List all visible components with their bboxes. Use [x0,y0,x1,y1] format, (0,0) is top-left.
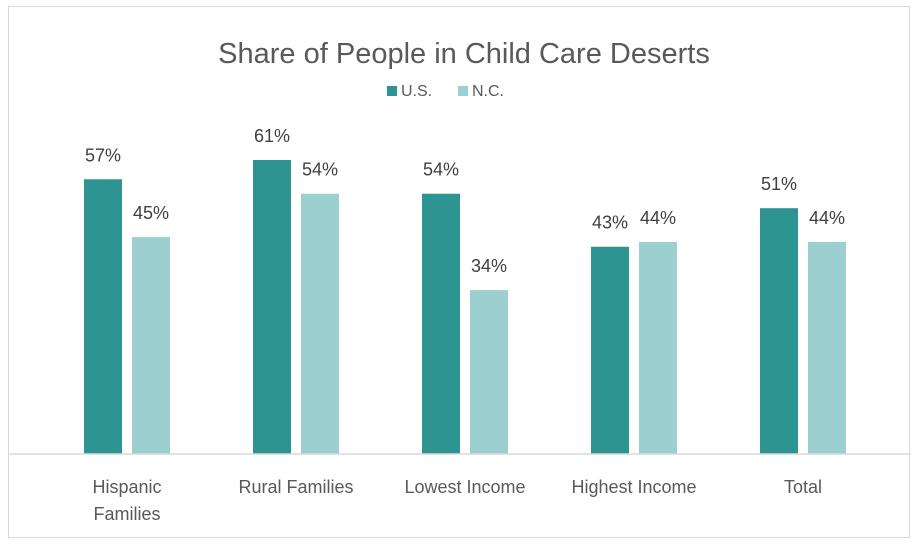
bar-3-0 [591,246,629,454]
data-label-4-1: 44% [809,208,845,228]
bar-2-0 [422,193,460,454]
bar-4-0 [760,208,798,454]
data-label-4-0: 51% [761,174,797,194]
bars-group [84,159,846,455]
bar-1-1 [301,193,339,454]
chart-title: Share of People in Child Care Deserts [218,38,710,70]
legend-swatch-1 [458,86,468,96]
data-label-3-0: 43% [592,213,628,233]
bar-chart: Share of People in Child Care Deserts U.… [9,38,911,524]
category-labels-group: Hispanic Families Rural Families Lowest Inc… [92,477,822,524]
chart-frame: Share of People in Child Care Deserts U.… [8,6,911,538]
data-label-0-0: 57% [85,145,121,165]
legend-label-1: N.C. [472,83,504,100]
legend-label-0: U.S. [401,83,432,100]
legend-swatch-0 [387,86,397,96]
data-labels-group: 57% 45% 61% 54% 54% 34% 43% 44% 51% 44% [85,126,845,276]
data-label-1-1: 54% [302,160,338,180]
category-label-2-0: Lowest Income [404,477,525,497]
data-label-2-0: 54% [423,160,459,180]
data-label-1-0: 61% [254,126,290,146]
bar-4-1 [808,241,846,454]
bar-0-1 [132,237,170,454]
data-label-2-1: 34% [471,256,507,276]
bar-2-1 [470,290,508,454]
bar-3-1 [639,241,677,454]
bar-0-0 [84,179,122,454]
category-label-3-0: Highest Income [571,477,696,497]
category-label-0-1: Families [93,504,160,524]
category-label-0-0: Hispanic [92,477,161,497]
legend: U.S. N.C. [387,83,504,100]
category-label-1-0: Rural Families [238,477,353,497]
data-label-0-1: 45% [133,203,169,223]
data-label-3-1: 44% [640,208,676,228]
category-label-4-0: Total [784,477,822,497]
bar-1-0 [253,159,291,455]
